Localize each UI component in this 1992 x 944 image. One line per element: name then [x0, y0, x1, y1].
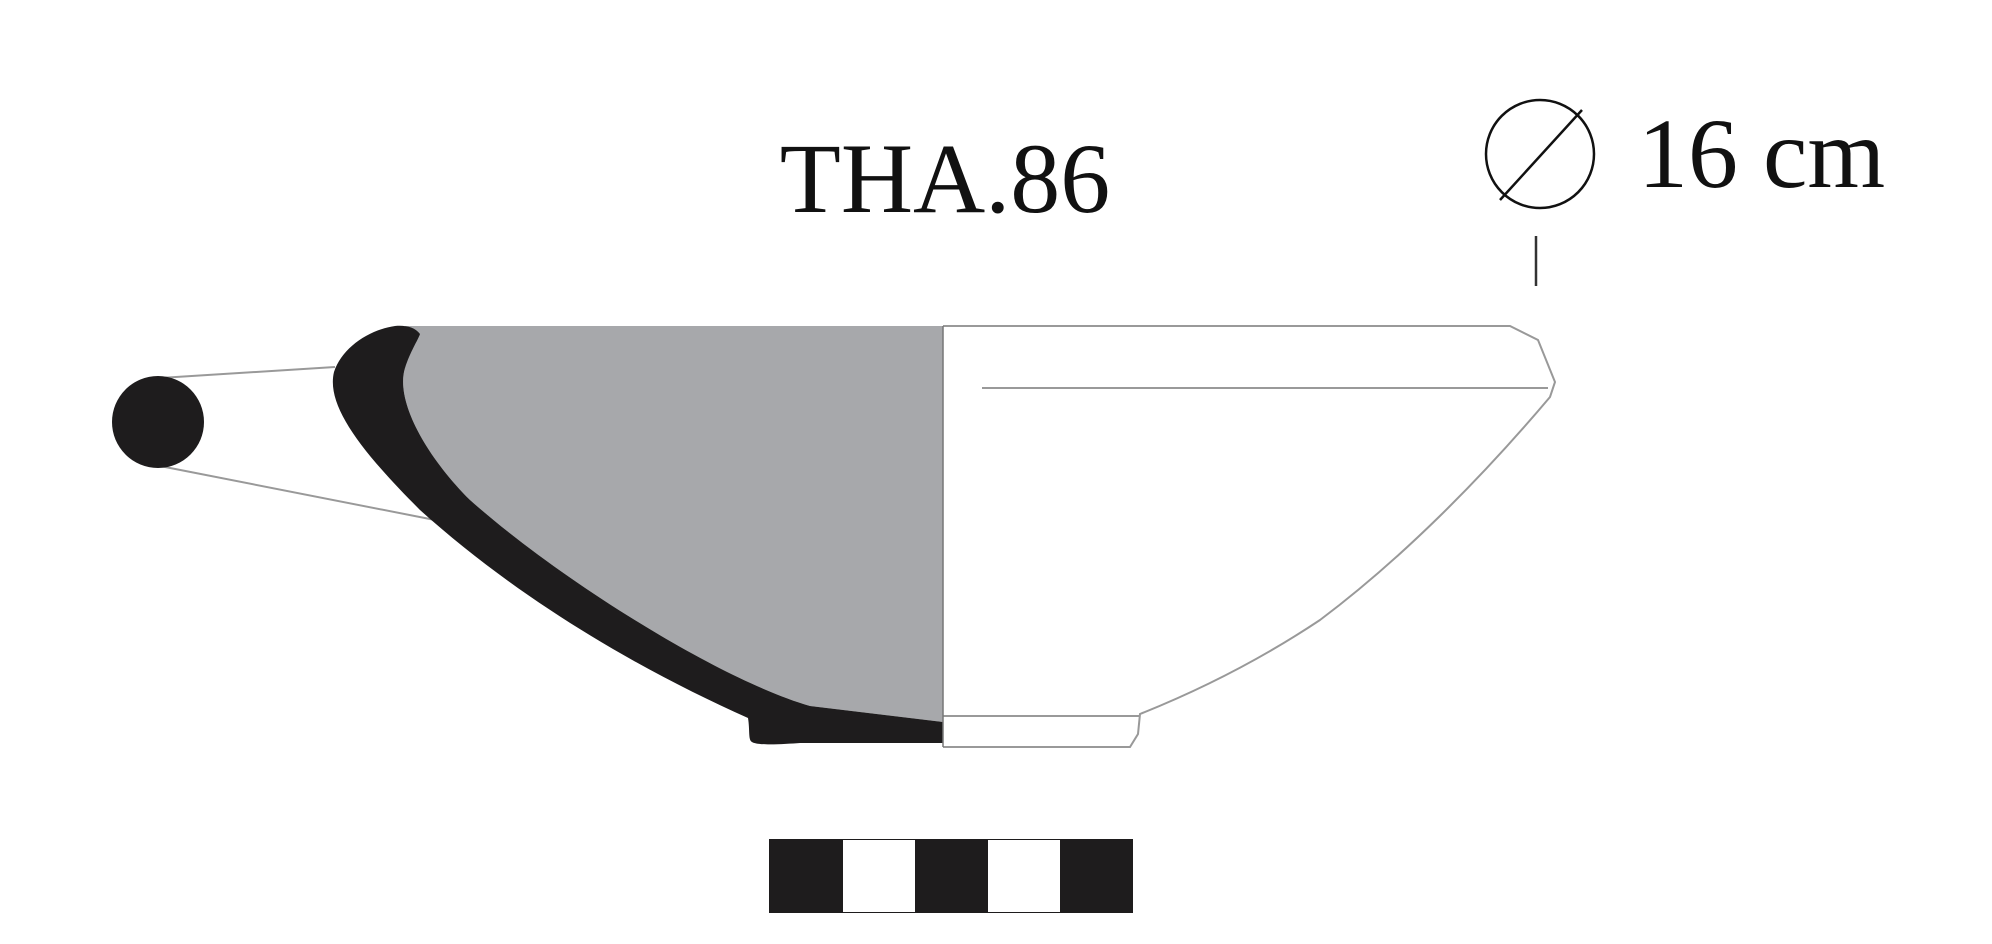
scale-bar-segment — [988, 840, 1060, 912]
catalog-label: THA.86 — [780, 123, 1111, 234]
diameter-indicator: 16 cm — [1484, 98, 1885, 286]
scale-bar-segment — [843, 840, 915, 912]
handle-outline — [159, 366, 441, 522]
interior-surface — [403, 326, 943, 722]
scale-bar-segment — [1060, 840, 1132, 912]
wall-section — [332, 325, 944, 745]
handle-section — [112, 376, 204, 468]
diameter-value: 16 cm — [1638, 98, 1885, 209]
exterior-outline — [943, 325, 1557, 748]
scale-bar — [769, 839, 1133, 913]
scale-bar-segment — [770, 840, 843, 912]
diameter-symbol-icon — [1484, 98, 1596, 210]
scale-bar-segment — [915, 840, 988, 912]
